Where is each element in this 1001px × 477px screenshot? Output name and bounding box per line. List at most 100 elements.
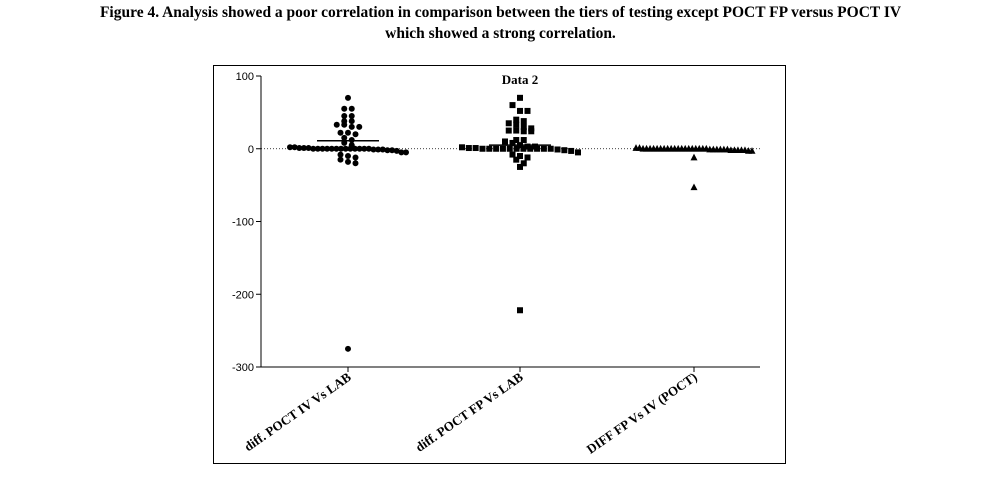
data-point-circle (333, 121, 340, 128)
data-point-circle (348, 118, 355, 125)
data-point-circle (393, 147, 400, 154)
data-point-square (509, 151, 516, 158)
data-point-circle (342, 145, 349, 152)
data-point-circle (375, 146, 382, 153)
data-point-circle (319, 145, 326, 152)
data-point-square (517, 107, 523, 114)
data-point-square (499, 145, 506, 152)
data-point-circle (348, 113, 355, 120)
data-point-square (505, 120, 512, 127)
data-point-square (524, 107, 531, 114)
data-point-square (520, 118, 527, 125)
data-point-circle (384, 147, 391, 154)
data-point-square (509, 102, 516, 109)
caption-line-2: which showed a strong correlation. (385, 25, 616, 42)
data-point-square (513, 127, 520, 134)
data-point-circle (314, 145, 321, 152)
data-point-square (459, 144, 465, 151)
data-point-square (547, 145, 554, 152)
x-category-label: diff. POCT IV Vs LAB (241, 369, 354, 454)
data-point-square (520, 137, 527, 144)
data-point-circle (356, 123, 363, 130)
data-point-square (513, 116, 520, 123)
y-tick-label: -300 (232, 362, 254, 374)
y-tick-label: 100 (236, 71, 254, 83)
data-point-circle (352, 131, 359, 138)
data-point-circle (337, 151, 344, 158)
y-tick-label: 0 (248, 144, 254, 156)
data-point-square (509, 139, 516, 146)
data-point-square (520, 160, 527, 167)
data-point-square (513, 137, 520, 144)
data-point-circle (338, 145, 345, 152)
y-tick-label: -200 (232, 289, 254, 301)
data-point-circle (341, 121, 348, 128)
caption-line-1: Figure 4. Analysis showed a poor correla… (99, 4, 902, 21)
data-point-square (524, 154, 531, 161)
data-point-square (540, 145, 547, 152)
data-point-circle (287, 144, 293, 151)
data-point-square (513, 145, 520, 152)
data-point-circle (291, 144, 298, 151)
data-point-circle (345, 94, 351, 101)
data-point-square (528, 128, 535, 135)
data-point-circle (345, 129, 351, 136)
data-point-square (502, 138, 508, 145)
data-point-square (561, 147, 568, 154)
data-point-circle (348, 105, 355, 112)
data-point-square (465, 145, 472, 152)
data-point-triangle (690, 183, 698, 191)
x-category-label: diff. POCT FP Vs LAB (412, 369, 526, 455)
data-point-circle (345, 158, 351, 165)
data-point-square (506, 145, 513, 152)
data-point-square (479, 145, 486, 152)
data-point-square (520, 145, 527, 152)
data-point-circle (310, 145, 317, 152)
data-point-circle (296, 145, 303, 152)
data-point-circle (389, 147, 396, 154)
data-point-circle (365, 145, 372, 152)
data-point-square (486, 145, 493, 152)
data-point-circle (333, 145, 340, 152)
data-point-circle (379, 146, 386, 153)
data-point-triangle (690, 153, 698, 161)
data-point-circle (398, 149, 405, 156)
data-point-square (517, 153, 523, 160)
data-point-circle (352, 154, 359, 161)
data-point-square (554, 146, 561, 153)
data-point-square (513, 156, 520, 163)
data-point-circle (345, 153, 351, 160)
data-point-square (493, 145, 500, 152)
data-point-circle (305, 145, 312, 152)
data-point-circle (351, 145, 358, 152)
x-category-label: DIFF FP Vs IV (POCT) (584, 369, 700, 457)
data-point-square (520, 128, 527, 135)
data-point-square (513, 121, 520, 128)
data-point-square (575, 149, 581, 156)
chart-title: Data 2 (502, 72, 538, 87)
data-point-square (527, 145, 534, 152)
data-point-square (534, 145, 541, 152)
data-point-square (472, 145, 479, 152)
data-point-circle (328, 145, 335, 152)
data-point-square (520, 123, 527, 130)
data-point-circle (341, 134, 348, 141)
data-point-triangle (748, 147, 756, 154)
data-point-circle (345, 345, 351, 352)
data-point-circle (341, 113, 348, 120)
data-point-circle (337, 129, 344, 136)
data-point-circle (361, 145, 368, 152)
data-point-square (517, 94, 523, 101)
y-tick-label: -100 (232, 217, 254, 229)
data-point-circle (341, 105, 348, 112)
data-point-square (517, 163, 523, 170)
data-point-circle (403, 149, 409, 156)
data-point-circle (324, 145, 331, 152)
data-point-circle (347, 145, 354, 152)
data-point-circle (300, 145, 307, 152)
data-point-circle (337, 156, 344, 163)
data-point-square (517, 307, 523, 314)
data-point-circle (370, 146, 377, 153)
data-point-circle (348, 123, 355, 130)
